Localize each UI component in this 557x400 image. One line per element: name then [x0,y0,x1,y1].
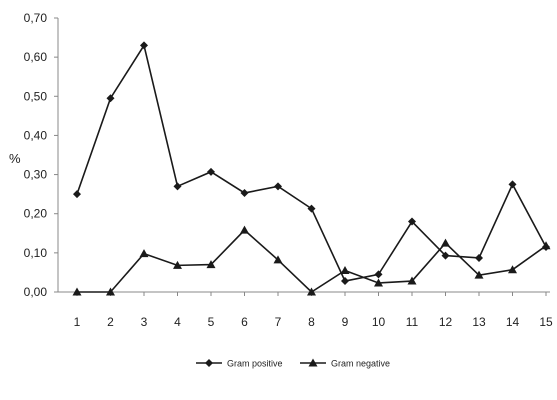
data-point-gram-negative [139,249,149,258]
series-gram-negative [72,225,551,296]
data-point-gram-negative [407,276,417,285]
x-tick-label: 12 [439,315,453,329]
data-point-gram-positive [140,41,148,50]
y-tick-label: 0,60 [24,50,48,64]
legend-item-gram-negative: Gram negative [300,358,390,369]
data-point-gram-negative [273,255,283,264]
legend-label: Gram positive [227,359,283,369]
y-ticks: 0,00 0,10 0,20 0,30 0,40 0,50 0,60 0,70 [24,11,58,299]
data-point-gram-negative [541,241,551,250]
data-point-gram-positive [274,182,282,191]
x-tick-label: 15 [539,315,553,329]
series-layer [72,41,551,296]
data-point-gram-positive [173,182,182,191]
data-point-gram-negative [240,225,249,234]
legend-marker [308,358,318,367]
y-tick-label: 0,00 [24,285,48,299]
data-point-gram-negative [173,260,182,269]
data-point-gram-negative [206,260,216,269]
legend-item-gram-positive: Gram positive [196,359,283,369]
x-tick-label: 2 [107,315,114,329]
x-tick-label: 7 [275,315,282,329]
data-point-gram-positive [374,270,383,279]
data-point-gram-negative [72,287,82,296]
x-tick-label: 9 [342,315,349,329]
x-tick-label: 14 [506,315,520,329]
y-tick-label: 0,70 [24,11,48,25]
data-point-gram-positive [441,251,450,260]
x-tick-label: 3 [141,315,148,329]
data-point-gram-negative [106,287,115,296]
data-point-gram-positive [341,277,349,286]
data-point-gram-negative [441,238,450,247]
legend-marker [205,359,213,367]
data-point-gram-negative [474,270,484,279]
x-tick-label: 4 [174,315,181,329]
y-axis-label: % [9,151,21,166]
data-point-gram-positive [106,94,115,103]
x-tick-label: 13 [472,315,486,329]
y-tick-label: 0,30 [24,168,48,182]
data-point-gram-negative [374,278,383,287]
data-point-gram-negative [508,265,517,274]
x-tick-label: 8 [308,315,315,329]
x-tick-label: 1 [74,315,81,329]
y-tick-label: 0,50 [24,89,48,103]
series-gram-positive [73,41,550,286]
data-point-gram-positive [475,253,483,262]
legend: Gram positive Gram negative [196,358,390,369]
series-line-gram-negative [77,229,547,294]
y-tick-label: 0,20 [24,207,48,221]
x-ticks: 1 2 3 4 5 6 7 8 9 10 11 12 13 14 15 [74,292,553,329]
x-tick-label: 11 [406,315,419,329]
y-tick-label: 0,40 [24,128,48,142]
x-tick-label: 5 [208,315,215,329]
x-tick-label: 6 [241,315,248,329]
data-point-gram-positive [307,204,316,213]
y-tick-label: 0,10 [24,246,48,260]
legend-label: Gram negative [331,359,390,369]
data-point-gram-positive [508,180,517,189]
x-tick-label: 10 [372,315,386,329]
data-point-gram-positive [240,188,249,197]
data-point-gram-positive [207,167,215,176]
data-point-gram-positive [408,217,416,226]
data-point-gram-negative [307,287,316,296]
data-point-gram-negative [340,265,350,274]
series-line-gram-positive [76,43,547,282]
data-point-gram-positive [73,190,81,199]
chart-axes [57,18,550,293]
